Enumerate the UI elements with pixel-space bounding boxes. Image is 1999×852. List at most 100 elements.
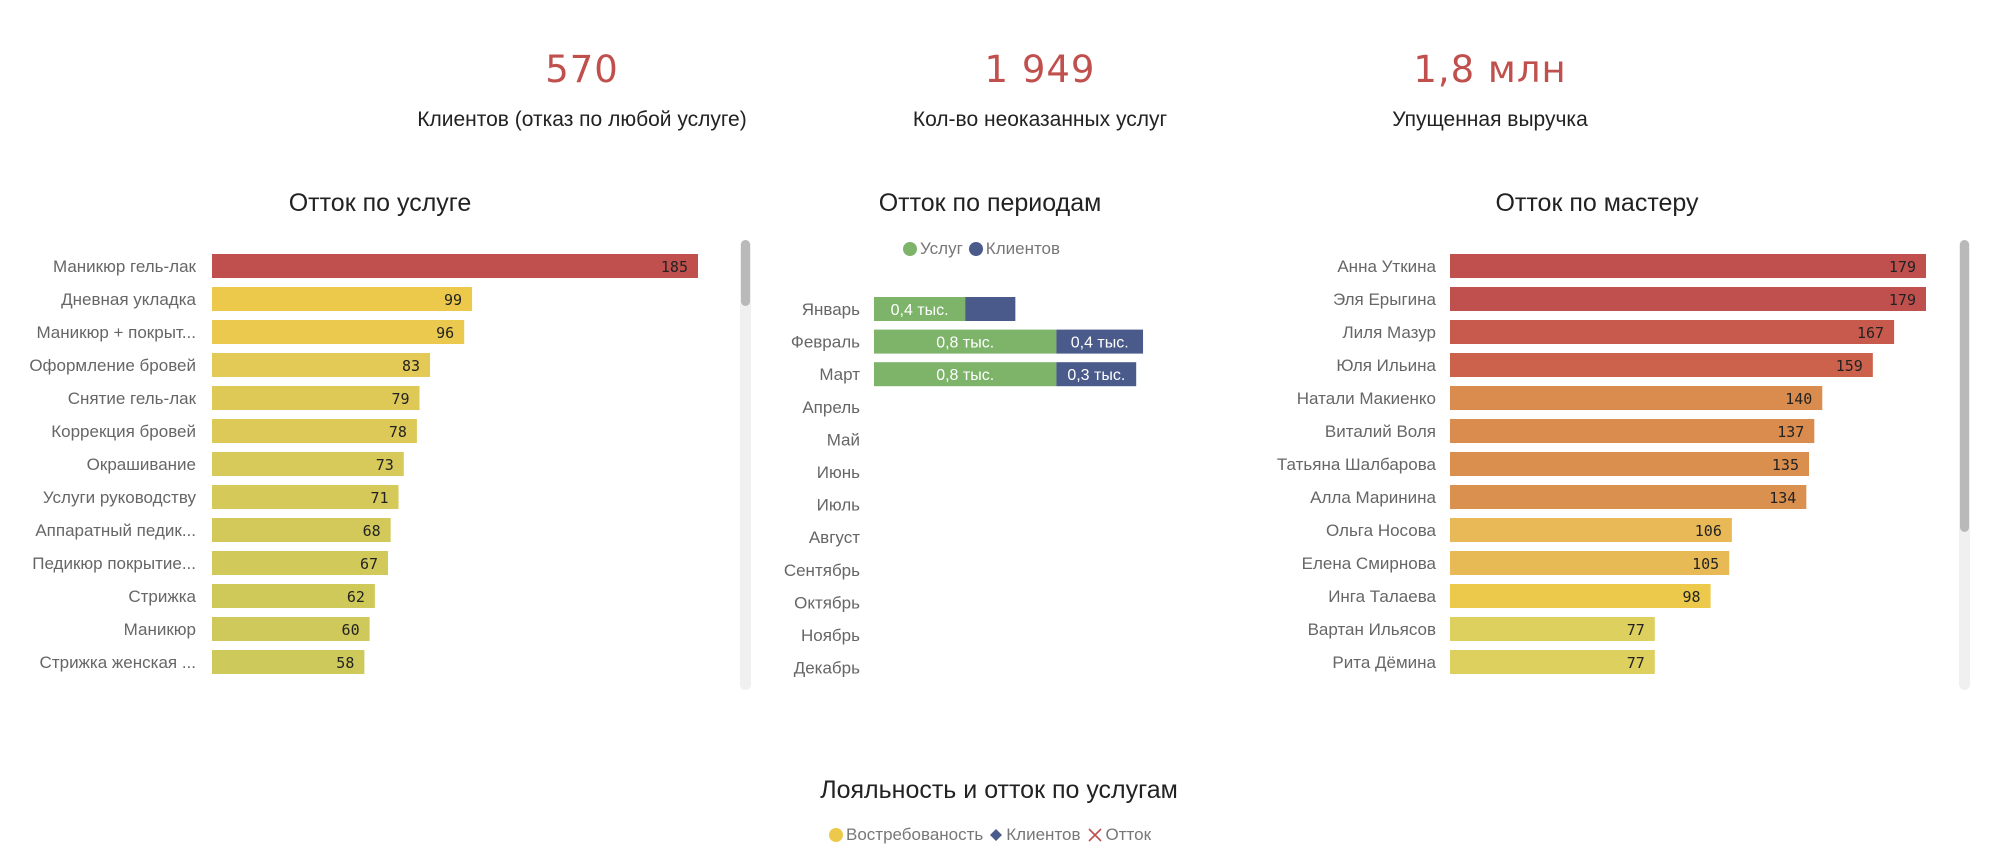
category-label: Май — [827, 430, 860, 449]
category-label: Февраль — [791, 333, 860, 352]
bar-clients — [965, 297, 1016, 321]
data-label: 68 — [363, 522, 381, 540]
legend-item-clients-diamond[interactable]: Клиентов — [989, 825, 1081, 845]
data-label: 71 — [370, 489, 388, 507]
bar — [212, 617, 370, 641]
category-label: Коррекция бровей — [51, 422, 196, 441]
bar — [212, 386, 420, 410]
bar — [212, 584, 375, 608]
chart-title-by-master: Отток по мастеру — [1495, 189, 1699, 217]
legend-dot-icon — [968, 242, 983, 256]
category-label: Июль — [817, 496, 861, 515]
data-label: 105 — [1692, 555, 1719, 573]
data-label: 106 — [1695, 522, 1722, 540]
category-label: Анна Уткина — [1337, 257, 1436, 276]
category-label: Ноябрь — [801, 626, 860, 645]
category-label: Ольга Носова — [1326, 521, 1437, 540]
category-label: Стрижка женская ... — [40, 653, 196, 672]
chart-title-loyalty: Лояльность и отток по услугам — [820, 776, 1178, 804]
category-label: Октябрь — [794, 593, 860, 612]
bar — [212, 320, 465, 344]
data-label: 179 — [1889, 258, 1916, 276]
bar — [1450, 452, 1809, 476]
data-label: 58 — [336, 654, 354, 672]
category-label: Снятие гель-лак — [68, 389, 197, 408]
category-label: Вартан Ильясов — [1308, 620, 1436, 639]
data-label: 159 — [1836, 357, 1863, 375]
bar — [212, 287, 473, 311]
bar — [212, 419, 417, 443]
chart-by-service: Маникюр гель-лак 185 Дневная укладка 99 Мани… — [29, 254, 698, 674]
data-label: 98 — [1683, 588, 1701, 606]
category-label: Сентябрь — [784, 561, 860, 580]
category-label: Стрижка — [128, 587, 196, 606]
data-label: 0,4 тыс. — [1071, 335, 1129, 352]
category-label: Окрашивание — [87, 455, 196, 474]
kpi-revenue-value: 1,8 млн — [1413, 48, 1567, 91]
bar — [212, 485, 399, 509]
category-label: Апрель — [802, 398, 860, 417]
service-scrollbar[interactable] — [740, 240, 751, 690]
bar — [1450, 419, 1815, 443]
period-legend: Услуг Клиентов — [903, 239, 1066, 259]
category-label: Елена Смирнова — [1302, 554, 1437, 573]
bar — [1450, 353, 1873, 377]
bar — [1450, 254, 1926, 278]
data-label: 0,4 тыс. — [891, 302, 949, 319]
data-label: 134 — [1769, 489, 1796, 507]
category-label: Эля Ерыгина — [1333, 290, 1437, 309]
bar — [212, 353, 431, 377]
service-scroll-thumb[interactable] — [741, 240, 750, 306]
category-label: Услуги руководству — [43, 488, 197, 507]
data-label: 137 — [1777, 423, 1804, 441]
category-label: Август — [809, 528, 860, 547]
data-label: 167 — [1857, 324, 1884, 342]
data-label: 77 — [1627, 654, 1645, 672]
data-label: 83 — [402, 357, 420, 375]
category-label: Лиля Мазур — [1343, 323, 1436, 342]
legend-item-services[interactable]: Услуг — [903, 239, 963, 259]
data-label: 0,3 тыс. — [1067, 367, 1125, 384]
chart-title-by-period: Отток по периодам — [878, 189, 1102, 217]
category-label: Декабрь — [794, 659, 860, 678]
bar — [212, 650, 365, 674]
bar — [1450, 287, 1926, 311]
bar-services — [874, 297, 966, 321]
master-scrollbar[interactable] — [1959, 240, 1970, 690]
bar — [1450, 320, 1895, 344]
bar — [1450, 551, 1730, 575]
category-label: Январь — [802, 300, 860, 319]
data-label: 60 — [342, 621, 360, 639]
category-label: Инга Талаева — [1328, 587, 1436, 606]
kpi-services-value: 1 949 — [984, 48, 1096, 91]
master-scroll-thumb[interactable] — [1960, 240, 1969, 532]
legend-item-demand[interactable]: Востребованость — [829, 825, 983, 845]
data-label: 0,8 тыс. — [936, 335, 994, 352]
category-label: Маникюр — [124, 620, 196, 639]
category-label: Натали Макиенко — [1297, 389, 1436, 408]
category-label: Оформление бровей — [29, 356, 196, 375]
legend-item-clients[interactable]: Клиентов — [968, 239, 1060, 259]
legend-dot-icon — [829, 828, 843, 842]
bar-services — [874, 362, 1057, 387]
legend-item-churn[interactable]: Отток — [1087, 825, 1151, 845]
legend-cross-icon — [1087, 828, 1102, 842]
category-label: Маникюр гель-лак — [53, 257, 197, 276]
data-label: 73 — [376, 456, 394, 474]
kpi-services-label: Кол-во неоказанных услуг — [912, 108, 1168, 131]
bar — [212, 518, 391, 542]
category-label: Юля Ильина — [1336, 356, 1436, 375]
bar — [1450, 617, 1655, 641]
category-label: Педикюр покрытие... — [32, 554, 196, 573]
bar — [1450, 518, 1732, 542]
category-label: Виталий Воля — [1325, 422, 1436, 441]
bar — [212, 254, 698, 278]
data-label: 135 — [1772, 456, 1799, 474]
bar — [1450, 650, 1655, 674]
bar — [212, 452, 404, 476]
category-label: Алла Маринина — [1310, 488, 1436, 507]
legend-diamond-icon — [990, 829, 1003, 841]
data-label: 79 — [391, 390, 409, 408]
category-label: Дневная укладка — [61, 290, 196, 309]
bar — [1450, 485, 1807, 509]
